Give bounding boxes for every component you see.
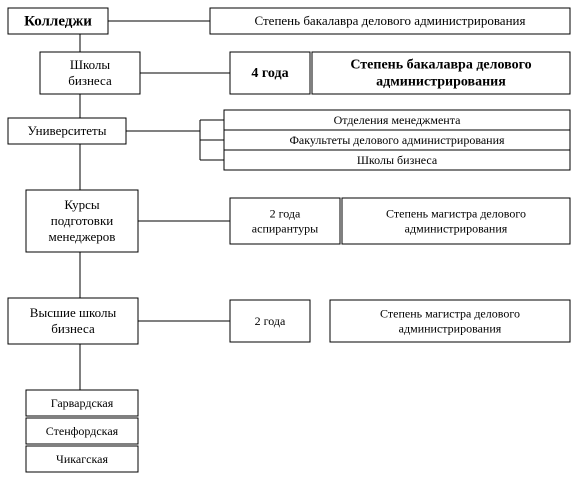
diagram-canvas: Колледжи Степень бакалавра делового админ… xyxy=(0,0,582,500)
node-label: менеджеров xyxy=(49,229,116,244)
node-chicago: Чикагская xyxy=(26,446,138,472)
node-label: Курсы xyxy=(64,197,99,212)
node-label: администрирования xyxy=(405,221,508,235)
node-mgmt: Отделения менеджмента xyxy=(224,110,570,130)
node-label: Университеты xyxy=(28,123,107,138)
node-label: подготовки xyxy=(51,213,113,228)
node-higher: Высшие школыбизнеса xyxy=(8,298,138,344)
node-label: 2 года xyxy=(270,206,301,220)
node-sch: Школы бизнеса xyxy=(224,150,570,170)
node-label: Степень магистра делового xyxy=(380,306,520,320)
node-stanford: Стенфордская xyxy=(26,418,138,444)
node-courses: Курсыподготовкименеджеров xyxy=(26,190,138,252)
node-colleges: Колледжи xyxy=(8,8,108,34)
node-label: Высшие школы xyxy=(30,305,117,320)
node-label: Степень бакалавра делового администриров… xyxy=(255,13,526,28)
node-mba1: Степень магистра деловогоадминистрирован… xyxy=(342,198,570,244)
node-fac: Факультеты делового администрирования xyxy=(224,130,570,150)
node-asp2: 2 годааспирантуры xyxy=(230,198,340,244)
node-bach1: Степень бакалавра делового администриров… xyxy=(210,8,570,34)
node-label: Стенфордская xyxy=(46,424,119,438)
node-label: 4 года xyxy=(251,66,288,81)
node-label: 2 года xyxy=(255,314,286,328)
node-bizschools: Школыбизнеса xyxy=(40,52,140,94)
node-univ: Университеты xyxy=(8,118,126,144)
node-label: Гарвардская xyxy=(51,396,114,410)
node-label: Чикагская xyxy=(56,452,108,466)
node-label: Степень бакалавра делового xyxy=(350,58,531,73)
node-label: Отделения менеджмента xyxy=(334,113,462,127)
node-label: Школы xyxy=(70,57,111,72)
node-label: Факультеты делового администрирования xyxy=(289,133,505,147)
node-bach2: Степень бакалавра делового администрирова… xyxy=(312,52,570,94)
node-years2: 2 года xyxy=(230,300,310,342)
node-label: Степень магистра делового xyxy=(386,206,526,220)
node-mba2: Степень магистра деловогоадминистрирован… xyxy=(330,300,570,342)
node-label: администрирования xyxy=(376,75,506,90)
node-label: аспирантуры xyxy=(252,221,318,235)
node-label: администрирования xyxy=(399,321,502,335)
node-label: Колледжи xyxy=(24,13,92,29)
node-label: бизнеса xyxy=(68,73,112,88)
node-harvard: Гарвардская xyxy=(26,390,138,416)
node-label: бизнеса xyxy=(51,321,95,336)
node-years4: 4 года xyxy=(230,52,310,94)
node-label: Школы бизнеса xyxy=(357,153,438,167)
